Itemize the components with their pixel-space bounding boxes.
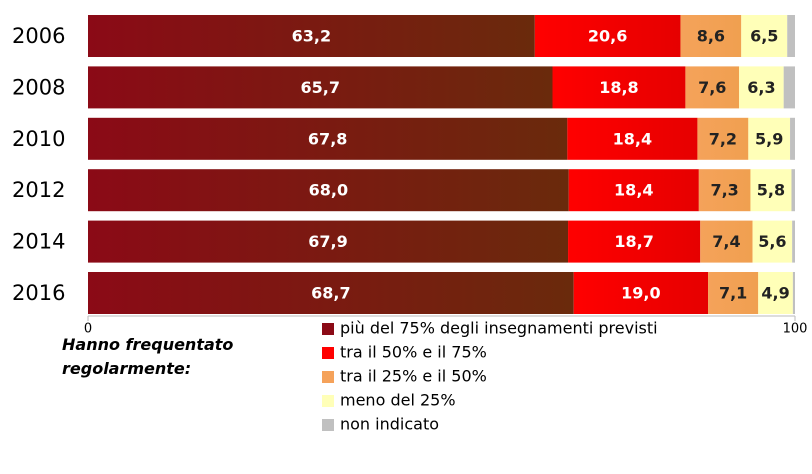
data-label: 7,4: [712, 232, 740, 251]
data-label: 18,7: [614, 232, 653, 251]
legend-swatch: [322, 419, 334, 431]
legend-swatch: [322, 323, 334, 335]
bar-segment: [698, 169, 751, 212]
data-label: 18,4: [613, 129, 652, 148]
data-label: 68,0: [309, 181, 348, 200]
y-tick-label: 2014: [12, 230, 65, 254]
data-label: 7,1: [719, 284, 747, 303]
bar-segment: [787, 15, 795, 57]
bar-segment: [88, 272, 574, 314]
bar-segment: [792, 220, 795, 263]
bar-segment: [697, 117, 749, 160]
y-tick-label: 2010: [12, 127, 65, 151]
bar-segment: [88, 117, 568, 160]
bar-segment: [567, 117, 698, 160]
data-label: 65,7: [301, 78, 340, 97]
x-tick-label: 100: [783, 322, 808, 337]
data-label: 7,2: [709, 129, 737, 148]
data-label: 67,8: [308, 129, 347, 148]
bar-segment: [88, 169, 569, 212]
data-label: 5,8: [757, 181, 785, 200]
bar-segment: [741, 15, 788, 57]
bar-segment: [708, 272, 759, 314]
legend-swatch: [322, 395, 334, 407]
bar-segment: [685, 66, 740, 109]
y-tick-label: 2012: [12, 178, 65, 202]
data-label: 4,9: [761, 284, 789, 303]
bar-segment: [88, 15, 535, 57]
bar-segment: [752, 220, 793, 263]
bar-segment: [700, 220, 753, 263]
data-label: 6,5: [750, 27, 778, 46]
legend-label: più del 75% degli insegnamenti previsti: [340, 319, 658, 338]
y-tick-label: 2008: [12, 75, 65, 99]
bar-segment: [534, 15, 681, 57]
bar-segment: [792, 272, 795, 314]
legend-label: tra il 25% e il 50%: [340, 367, 487, 386]
bar-segment: [552, 66, 686, 109]
bar-segment: [791, 169, 795, 212]
bar-segment: [573, 272, 709, 314]
legend-title: Hanno frequentato regolarmente:: [62, 335, 234, 378]
legend-swatch: [322, 347, 334, 359]
bar-segment: [758, 272, 793, 314]
data-label: 7,6: [698, 78, 726, 97]
bar-segment: [88, 66, 553, 109]
data-label: 19,0: [621, 284, 660, 303]
data-label: 18,8: [599, 78, 638, 97]
bar-segment: [568, 169, 699, 212]
x-tick-label: 0: [84, 322, 92, 337]
bar-segment: [783, 66, 795, 109]
bar-segment: [568, 220, 701, 263]
legend-label: non indicato: [340, 415, 439, 434]
y-tick-label: 2006: [12, 24, 65, 48]
data-label: 18,4: [614, 181, 653, 200]
data-label: 20,6: [588, 27, 627, 46]
legend-label: tra il 50% e il 75%: [340, 343, 487, 362]
data-label: 8,6: [697, 27, 725, 46]
bar-segment: [739, 66, 784, 109]
data-label: 68,7: [311, 284, 350, 303]
legend-swatch: [322, 371, 334, 383]
data-label: 67,9: [308, 232, 347, 251]
bar-segment: [680, 15, 742, 57]
bar-segment: [790, 117, 795, 160]
bar-segment: [750, 169, 792, 212]
bar-segment: [88, 220, 569, 263]
data-label: 7,3: [710, 181, 738, 200]
data-label: 6,3: [747, 78, 775, 97]
y-tick-label: 2016: [12, 281, 65, 305]
bar-segment: [748, 117, 791, 160]
data-label: 5,6: [758, 232, 786, 251]
legend-label: meno del 25%: [340, 391, 456, 410]
data-label: 63,2: [292, 27, 331, 46]
data-label: 5,9: [755, 129, 783, 148]
